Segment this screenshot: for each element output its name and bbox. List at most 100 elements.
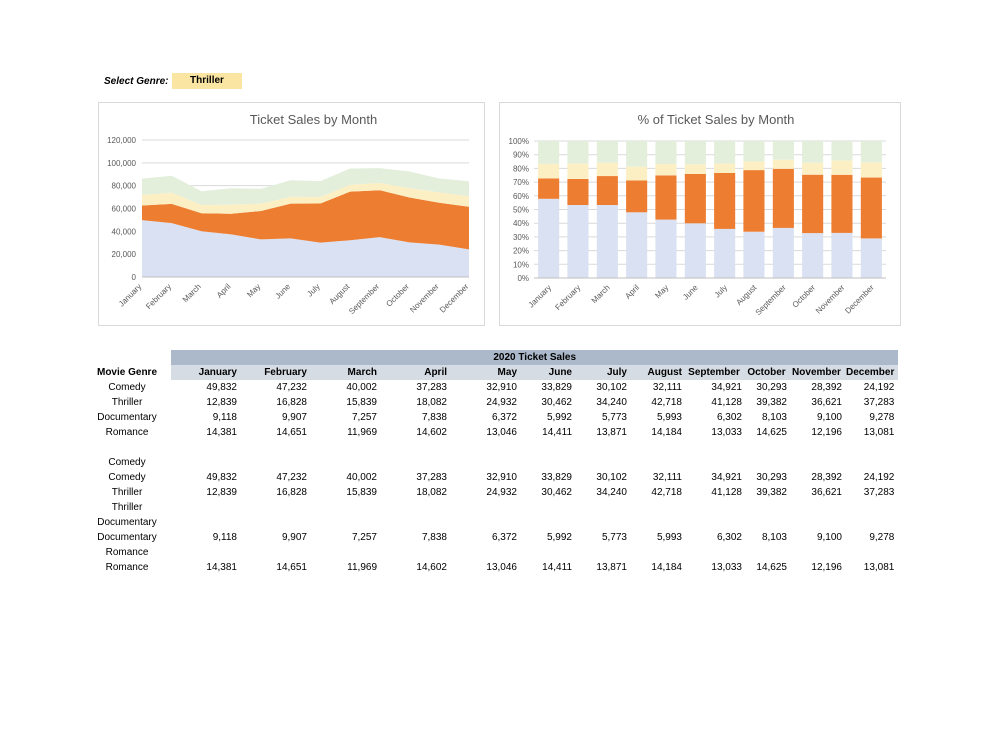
bar-segment-thriller: [655, 175, 677, 220]
value-cell: 13,033: [711, 562, 742, 573]
area-chart-svg: Ticket Sales by Month 0 20,000 40,000 60,000…: [107, 112, 471, 316]
bar-segment-comedy: [714, 228, 736, 278]
value-cell: [521, 455, 576, 470]
x-tick-label: June: [681, 283, 700, 302]
bar-segment-comedy: [596, 205, 618, 278]
bar-segment-thriller: [772, 168, 794, 228]
value-cell: [686, 515, 746, 530]
value-cell: [381, 545, 451, 560]
value-cell: 13,871: [596, 427, 627, 438]
value-cell: 9,100: [816, 532, 842, 543]
genre-cell: Documentary: [97, 412, 157, 423]
value-cell: [381, 515, 451, 530]
genre-cell: Comedy: [108, 472, 146, 483]
value-cell: [791, 500, 846, 515]
bar-segment-documentary: [596, 162, 618, 176]
ticket-sales-table: 2020 Ticket Sales Movie Genre January Feb…: [83, 350, 899, 575]
value-cell: [846, 500, 898, 515]
bar-segment-documentary: [831, 160, 853, 175]
bar-segment-romance: [714, 141, 736, 164]
value-cell: 28,392: [811, 472, 842, 483]
value-cell: [451, 515, 521, 530]
bar-segment-comedy: [772, 227, 794, 278]
y-tick-label: 50%: [513, 206, 529, 215]
y-tick-label: 20%: [513, 247, 529, 256]
value-cell: [746, 545, 791, 560]
value-cell: 36,621: [811, 487, 842, 498]
month-header-october: October: [746, 365, 791, 380]
value-cell: 12,839: [206, 487, 237, 498]
genre-cell: Romance: [105, 562, 149, 573]
value-cell: 6,302: [716, 532, 742, 543]
value-cell: 30,102: [596, 472, 627, 483]
genre-cell: Thriller: [111, 502, 143, 513]
bar-segment-romance: [596, 141, 618, 163]
value-cell: 16,828: [276, 397, 307, 408]
value-cell: 30,462: [541, 397, 572, 408]
bar-segment-documentary: [538, 163, 560, 179]
value-cell: 8,103: [761, 532, 787, 543]
bar-segment-thriller: [626, 180, 648, 213]
value-cell: 16,828: [276, 487, 307, 498]
value-cell: [171, 515, 241, 530]
value-cell: 14,602: [416, 562, 447, 573]
table-corner: [83, 350, 171, 365]
bar-segment-romance: [655, 141, 677, 165]
value-cell: [451, 500, 521, 515]
value-cell: [311, 500, 381, 515]
value-cell: 24,932: [486, 487, 517, 498]
y-tick-label: 0%: [517, 274, 529, 283]
genre-selector-value[interactable]: Thriller: [172, 73, 242, 89]
genre-selector: Select Genre: Thriller: [104, 73, 242, 89]
value-cell: [846, 545, 898, 560]
x-tick-label: March: [181, 282, 203, 304]
y-tick-label: 0: [132, 273, 137, 282]
x-tick-label: January: [527, 283, 553, 309]
bar-segment-thriller: [860, 177, 882, 239]
value-cell: [631, 545, 686, 560]
value-cell: 7,257: [351, 532, 377, 543]
bar-segment-documentary: [772, 159, 794, 169]
value-cell: 6,372: [491, 412, 517, 423]
y-tick-label: 40,000: [112, 227, 137, 236]
value-cell: 14,411: [542, 562, 572, 573]
value-cell: 37,283: [863, 487, 895, 498]
area-series-documentary: [142, 183, 469, 214]
value-cell: [576, 455, 631, 470]
value-cell: 34,921: [711, 472, 742, 483]
month-header-december: December: [846, 365, 899, 380]
bar-segment-comedy: [655, 219, 677, 278]
value-cell: [746, 455, 791, 470]
bar-segment-thriller: [596, 176, 618, 205]
value-cell: [846, 455, 898, 470]
value-cell: 14,184: [651, 562, 682, 573]
value-cell: [171, 500, 241, 515]
value-cell: 41,128: [711, 397, 742, 408]
value-cell: 7,838: [421, 412, 447, 423]
genre-cell: Thriller: [111, 487, 143, 498]
genre-selector-label: Select Genre:: [104, 75, 169, 87]
value-cell: 47,232: [276, 382, 307, 393]
value-cell: [241, 515, 311, 530]
value-cell: 15,839: [346, 487, 377, 498]
table-row: Comedy 49,832 47,232 40,002 37,283 32,910 33,8…: [83, 380, 898, 395]
value-cell: 32,910: [486, 382, 517, 393]
value-cell: 39,382: [756, 397, 787, 408]
value-cell: 12,839: [206, 397, 237, 408]
table-row: Thriller 12,839 16,828 15,839 18,082 24,932 30…: [83, 395, 898, 410]
value-cell: [576, 545, 631, 560]
x-tick-label: May: [245, 282, 262, 299]
value-cell: 5,993: [656, 532, 682, 543]
value-cell: 14,625: [756, 562, 787, 573]
bar-segment-thriller: [714, 173, 736, 229]
area-series-thriller: [142, 190, 469, 250]
value-cell: 7,838: [421, 532, 447, 543]
x-tick-label: November: [408, 282, 441, 315]
x-tick-label: February: [553, 283, 582, 312]
value-cell: 14,184: [651, 427, 682, 438]
value-cell: 28,392: [811, 382, 842, 393]
month-header-august: August: [631, 365, 686, 380]
bar-segment-romance: [743, 141, 765, 162]
x-tick-label: February: [144, 282, 173, 311]
y-tick-label: 10%: [513, 260, 529, 269]
